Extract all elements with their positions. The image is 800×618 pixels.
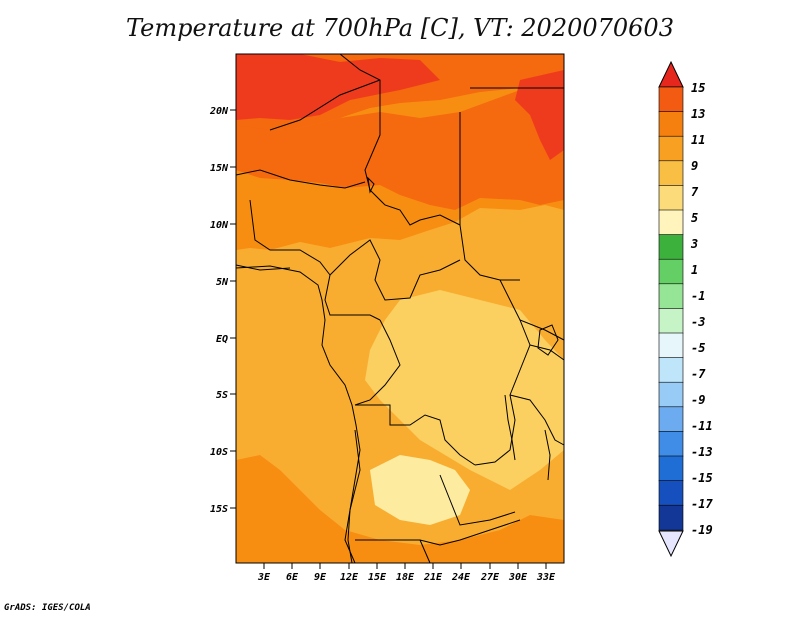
colorbar-cell	[658, 431, 684, 457]
lat-label: 15S	[210, 504, 228, 515]
lake-malawi	[544, 429, 551, 481]
colorbar-label: 15	[691, 81, 705, 95]
colorbar-label: 3	[690, 237, 698, 251]
lon-label: 21E	[423, 572, 443, 583]
field-7-central	[365, 290, 564, 490]
map-area	[235, 53, 565, 564]
field-9-west	[236, 280, 310, 400]
colorbar-cell	[658, 234, 684, 260]
field-13-sahara	[236, 88, 564, 210]
lon-label: 6E	[286, 572, 299, 583]
colorbar-cell	[658, 357, 684, 383]
colorbar-cell	[658, 135, 684, 162]
lat-label: EQ	[216, 334, 228, 345]
lon-label: 9E	[314, 572, 327, 583]
field-9-southwest	[236, 455, 564, 563]
colorbar-label: 1	[691, 263, 698, 277]
lake-victoria	[537, 324, 559, 356]
colorbar-cell	[658, 406, 684, 432]
lat-label: 20N	[209, 106, 229, 117]
colorbar-label: -1	[691, 289, 705, 303]
colorbar-label: -11	[691, 419, 713, 433]
colorbar-top-tip	[658, 60, 684, 88]
lat-axis: 20N 15N 10N 5N EQ 5S 10S 15S	[209, 106, 236, 515]
credit-label: GrADS: IGES/COLA	[4, 603, 91, 613]
colorbar-bottom-tip	[658, 530, 684, 558]
chart-title: Temperature at 700hPa [C], VT: 202007060…	[126, 14, 674, 42]
colorbar-label: -19	[691, 523, 713, 537]
colorbar-label: 11	[691, 133, 705, 147]
colorbar-cell	[658, 504, 684, 531]
colorbar-label: -9	[691, 393, 705, 407]
country-borders	[235, 53, 565, 564]
field-15-east	[515, 70, 564, 160]
colorbar: 15 13 11 9 7 5 3 1 -1 -3 -5 -7 -9 -11 -1…	[658, 60, 713, 558]
colorbar-cell	[658, 283, 684, 309]
colorbar-label: 13	[691, 107, 705, 121]
lake-tanganyika	[504, 394, 516, 461]
lake-chad	[367, 176, 375, 194]
colorbar-label: -15	[691, 471, 713, 485]
lon-label: 33E	[536, 572, 556, 583]
colorbar-label: 9	[691, 159, 698, 173]
colorbar-cell	[658, 332, 684, 359]
field-15-north	[236, 54, 440, 120]
colorbar-cell	[658, 381, 684, 408]
colorbar-cell	[658, 111, 684, 137]
colorbar-label: -3	[691, 315, 705, 329]
lon-label: 27E	[480, 572, 500, 583]
colorbar-label: -13	[691, 445, 713, 459]
colorbar-label: -17	[691, 497, 713, 511]
colorbar-cell	[658, 209, 684, 236]
lat-label: 15N	[210, 163, 229, 174]
colorbar-cell	[658, 160, 684, 187]
coastline	[235, 265, 361, 564]
lat-label: 5S	[216, 390, 228, 401]
colorbar-cell	[658, 258, 684, 285]
colorbar-label: 7	[691, 185, 699, 199]
field-5-south	[370, 455, 470, 525]
colorbar-cell	[658, 86, 684, 113]
colorbar-label: 5	[691, 211, 698, 225]
colorbar-cell	[658, 480, 684, 506]
colorbar-cell	[658, 455, 684, 482]
lat-label: 10N	[210, 220, 229, 231]
map-frame	[235, 53, 565, 564]
lat-label: 10S	[210, 447, 228, 458]
lon-label: 3E	[257, 572, 271, 583]
lat-label: 5N	[216, 277, 229, 288]
colorbar-label: -5	[691, 341, 705, 355]
lon-label: 24E	[451, 572, 471, 583]
lon-axis: 3E 6E 9E 12E 15E 18E 21E 24E 27E 30E 33E	[257, 563, 556, 583]
lon-label: 12E	[340, 572, 359, 583]
lon-label: 30E	[508, 572, 528, 583]
colorbar-cell	[658, 185, 684, 211]
colorbar-label: -7	[691, 367, 706, 381]
lon-label: 15E	[368, 572, 387, 583]
lon-label: 18E	[396, 572, 415, 583]
colorbar-cell	[658, 308, 684, 334]
